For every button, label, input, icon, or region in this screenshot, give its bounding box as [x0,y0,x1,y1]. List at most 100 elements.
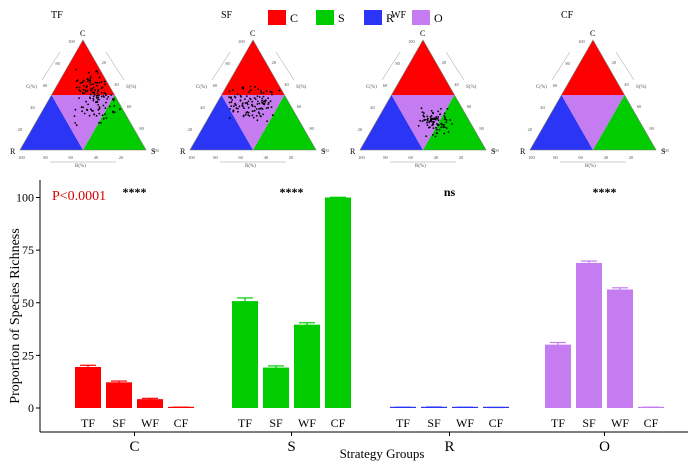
ternary-point [98,121,100,124]
ternary-point [97,109,100,111]
ternary-point [98,98,100,101]
ternary-point [91,88,94,90]
ternary-point [228,96,231,98]
ternary-point [109,105,111,108]
group-label: S [287,439,295,455]
ternary-outline [359,39,487,151]
ternary-point [105,94,107,97]
ternary-point [251,100,254,103]
ternary-point [81,110,83,113]
ternary-point [267,103,270,105]
ternary-arrow-s [615,51,635,81]
ternary-point [92,99,95,102]
ternary-point [256,100,259,103]
ternary-tick-c: 40 [370,105,375,110]
ternary-panel-title: SF [221,10,233,21]
ternary-tick-r: 20 [629,155,634,160]
ternary-point [265,107,268,109]
p-value-label: P<0.0001 [52,189,106,204]
ternary-point [249,98,252,101]
ternary-point [235,104,237,106]
ternary-point [92,86,95,89]
ternary-point [444,118,446,121]
ternary-point [437,119,440,122]
ternary-point [230,105,233,108]
ternary-arrow-s [275,51,295,81]
bar-group: TF SF WF CF C **** [75,185,194,455]
ternary-point [238,105,241,108]
category-tick-label: WF [456,416,474,430]
ternary-point [443,115,446,117]
ternary-point [231,89,234,91]
ternary-point [91,109,93,112]
ternary-axis-r: R(%) [415,164,426,169]
ternary-point [240,96,243,98]
ternary-point [119,108,121,110]
ternary-point [98,81,101,84]
ternary-point [232,110,235,113]
ternary-axis-c: C(%) [26,85,37,90]
ternary-axis-r: R(%) [245,164,256,169]
ternary-point [271,93,273,96]
ternary-point [102,117,105,120]
ternary-point [440,107,442,110]
ternary-tick-r: 100 [18,155,26,160]
ternary-point [92,95,95,98]
ternary-point [230,96,233,99]
ternary-point [231,99,234,101]
ternary-tick-r: 60 [408,155,413,160]
ternary-point [97,72,99,75]
ternary-point [85,100,87,103]
ternary-point [426,121,428,124]
ternary-vertex-r: R [180,147,186,156]
ternary-point [430,109,433,112]
ternary-point [428,126,430,129]
ternary-point [442,126,445,128]
ternary-tick-r: 20 [119,155,124,160]
ternary-point [248,91,251,93]
ternary-vertex-c: C [420,29,425,38]
ternary-vertex-r: R [520,147,526,156]
ternary-point [73,115,76,117]
ternary-point [258,112,261,115]
ternary-point [439,113,442,116]
bar [545,344,571,408]
ternary-region-s [83,95,146,150]
ternary-point [110,94,113,96]
ternary-point [94,89,96,91]
ternary-point [241,103,244,105]
ternary-point [86,78,89,80]
ternary-tick-s: 80 [649,126,654,131]
ternary-point [100,95,103,98]
ternary-tick-c: 80 [225,61,230,66]
ternary-point [432,123,435,126]
ternary-point [98,76,101,79]
bar [263,367,289,408]
ternary-point [98,107,101,110]
ternary-point [90,89,93,92]
ternary-point [270,106,273,108]
ternary-point [433,118,435,121]
ternary-point [434,135,437,138]
ternary-point [435,132,438,135]
ternary-point [432,134,434,136]
y-tick-label: 0 [28,401,34,415]
ternary-point [262,95,265,98]
ternary-point [87,103,89,106]
bar [106,382,132,408]
legend-item: C [268,10,298,25]
ternary-point [102,95,105,97]
ternary-point [249,85,252,88]
group-label: R [444,439,454,455]
category-tick-label: CF [644,416,659,430]
ternary-point [244,98,246,100]
ternary-point [93,91,96,94]
ternary-point [426,119,429,122]
ternary-point [246,102,248,104]
ternary-tick-s: 40 [624,82,629,87]
ternary-point [95,101,97,104]
ternary-point [262,113,264,116]
ternary-point [256,119,259,122]
legend-item: O [412,10,443,25]
